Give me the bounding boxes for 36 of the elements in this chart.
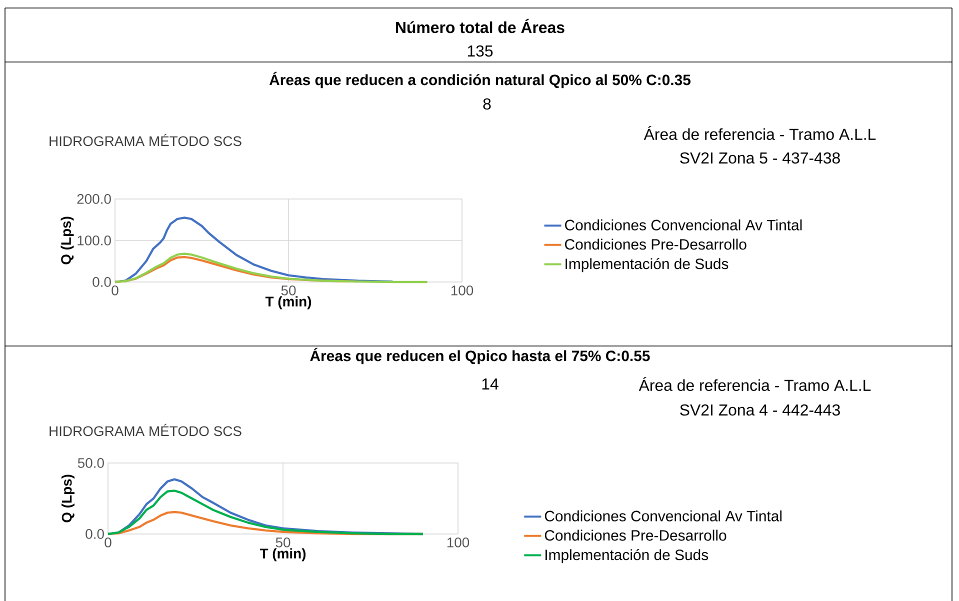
text: Área de referencia - Tramo A.L.L [644, 126, 876, 140]
legend-label: Condiciones Convencional Av Tintal [544, 510, 782, 522]
x-tick-label: 50 [281, 285, 296, 296]
chart-title: Áreas que reducen a condición natural Qpico al 50% C:0.35 [269, 72, 691, 88]
text: SV2I Zona 4 - 442-443 [680, 404, 840, 416]
text: Número total de Áreas [396, 18, 564, 34]
legend-label: Implementación de Suds [566, 258, 728, 272]
x-tick-label: 100 [447, 537, 470, 548]
text: 14 [482, 378, 498, 390]
text: 135 [468, 45, 493, 57]
legend-label: Condiciones Pre-Desarrollo [544, 530, 726, 541]
text: 8 [483, 98, 491, 110]
legend-label: Condiciones Convencional Av Tintal [565, 219, 802, 230]
text: SV2I Zona 5 - 437-438 [680, 152, 840, 164]
x-tick-label: 50 [276, 537, 290, 548]
y-tick-label: 0.0 [92, 277, 111, 287]
y-tick-label: 200.0 [77, 194, 111, 204]
line-series [106, 490, 424, 536]
legend-label: Implementación de Suds [546, 549, 708, 564]
x-axis-title: T (min) [265, 296, 312, 310]
line-series [114, 252, 428, 284]
y-tick-label: 50.0 [78, 458, 104, 468]
y-axis-title: Q (Lps) [60, 216, 74, 264]
x-axis-title: T (min) [260, 548, 306, 562]
y-axis-title: Q (Lps) [62, 474, 74, 522]
line-series [114, 216, 394, 284]
y-tick-label: 0.0 [86, 529, 104, 539]
chart-subtitle: HIDROGRAMA MÉTODO SCS [50, 424, 242, 436]
chart-subtitle: HIDROGRAMA MÉTODO SCS [50, 134, 242, 146]
chart-title: Áreas que reducen el Qpico hasta el 75% C:0.55 [310, 348, 650, 364]
y-tick-label: 100.0 [78, 236, 111, 246]
x-tick-label: 100 [451, 285, 474, 296]
x-tick-label: 0 [104, 537, 112, 548]
legend-label: Condiciones Pre-Desarrollo [565, 238, 746, 250]
text: Área de referencia - Tramo A.L.L [638, 376, 871, 391]
x-tick-label: 0 [112, 285, 118, 296]
